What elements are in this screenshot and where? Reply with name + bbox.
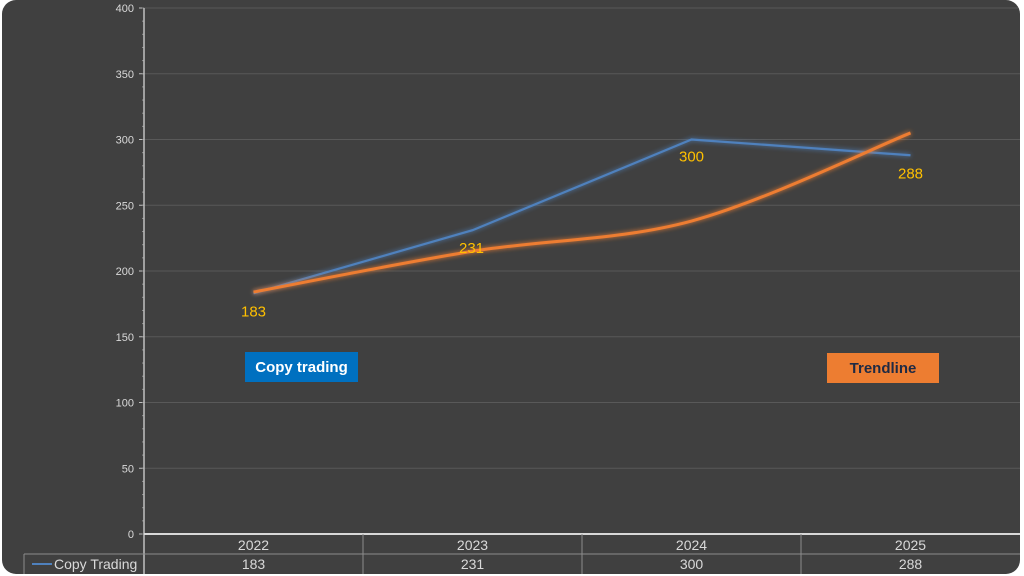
x-category-label: 2023 xyxy=(457,537,488,553)
y-tick-label: 0 xyxy=(128,529,134,541)
y-tick-label: 250 xyxy=(116,200,134,212)
data-label: 183 xyxy=(241,303,266,320)
y-tick-label: 100 xyxy=(116,398,134,410)
x-category-label: 2022 xyxy=(238,537,269,553)
copy-trading-tag: Copy trading xyxy=(245,352,358,382)
y-tick-label: 200 xyxy=(116,266,134,278)
y-tick-label: 150 xyxy=(116,332,134,344)
data-label: 288 xyxy=(898,165,923,182)
data-label: 231 xyxy=(459,240,484,257)
x-category-label: 2025 xyxy=(895,537,926,553)
data-table-value: 183 xyxy=(242,556,266,572)
data-table-value: 300 xyxy=(680,556,704,572)
trendline-tag: Trendline xyxy=(827,353,939,383)
data-table-value: 288 xyxy=(899,556,923,572)
legend-series-name: Copy Trading xyxy=(54,556,137,572)
trendline xyxy=(253,131,912,294)
data-label: 300 xyxy=(679,149,704,166)
series-line-copy-trading xyxy=(253,138,911,295)
y-tick-label: 400 xyxy=(116,3,134,15)
data-table-value: 231 xyxy=(461,556,485,572)
y-tick-label: 300 xyxy=(116,135,134,147)
x-category-label: 2024 xyxy=(676,537,707,553)
y-tick-label: 50 xyxy=(122,463,134,475)
y-tick-label: 350 xyxy=(116,69,134,81)
